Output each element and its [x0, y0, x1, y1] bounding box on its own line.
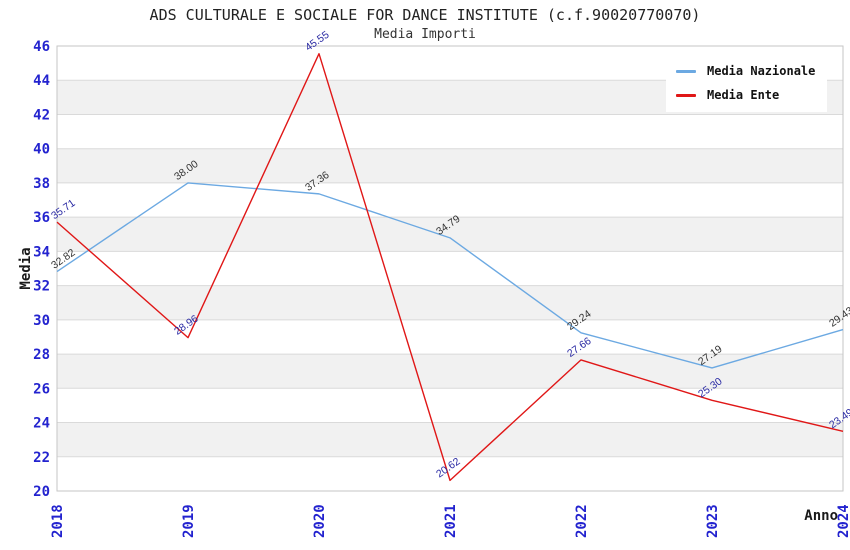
legend-item-media-ente: Media Ente — [676, 88, 815, 102]
svg-text:2019: 2019 — [181, 504, 197, 538]
svg-text:36: 36 — [33, 210, 50, 226]
svg-text:2020: 2020 — [312, 504, 328, 538]
svg-text:Media: Media — [18, 247, 34, 289]
svg-text:28: 28 — [33, 347, 50, 363]
svg-text:22: 22 — [33, 450, 50, 466]
legend-label: Media Nazionale — [707, 64, 816, 78]
svg-text:38: 38 — [33, 176, 50, 192]
legend-item-media-nazionale: Media Nazionale — [676, 64, 815, 78]
chart-subtitle: Media Importi — [374, 27, 476, 42]
svg-text:2023: 2023 — [705, 504, 721, 538]
svg-text:30: 30 — [33, 313, 50, 329]
svg-text:24: 24 — [33, 416, 50, 432]
legend-label: Media Ente — [707, 88, 780, 102]
svg-text:40: 40 — [33, 142, 50, 158]
svg-text:46: 46 — [33, 39, 50, 55]
legend-swatch-media-ente — [676, 93, 696, 97]
svg-text:Anno: Anno — [804, 508, 838, 524]
legend: Media Nazionale Media Ente — [666, 56, 828, 112]
svg-text:2018: 2018 — [50, 504, 66, 538]
svg-text:20: 20 — [33, 484, 50, 500]
svg-text:42: 42 — [33, 107, 50, 123]
svg-text:2024: 2024 — [836, 504, 850, 538]
svg-text:2021: 2021 — [443, 504, 459, 538]
chart-title: ADS CULTURALE E SOCIALE FOR DANCE INSTIT… — [149, 6, 701, 24]
svg-text:44: 44 — [33, 73, 50, 89]
svg-text:34: 34 — [33, 244, 50, 260]
legend-swatch-media-nazionale — [676, 69, 696, 73]
svg-text:26: 26 — [33, 381, 50, 397]
svg-text:2022: 2022 — [574, 504, 590, 538]
svg-text:32: 32 — [33, 279, 50, 295]
